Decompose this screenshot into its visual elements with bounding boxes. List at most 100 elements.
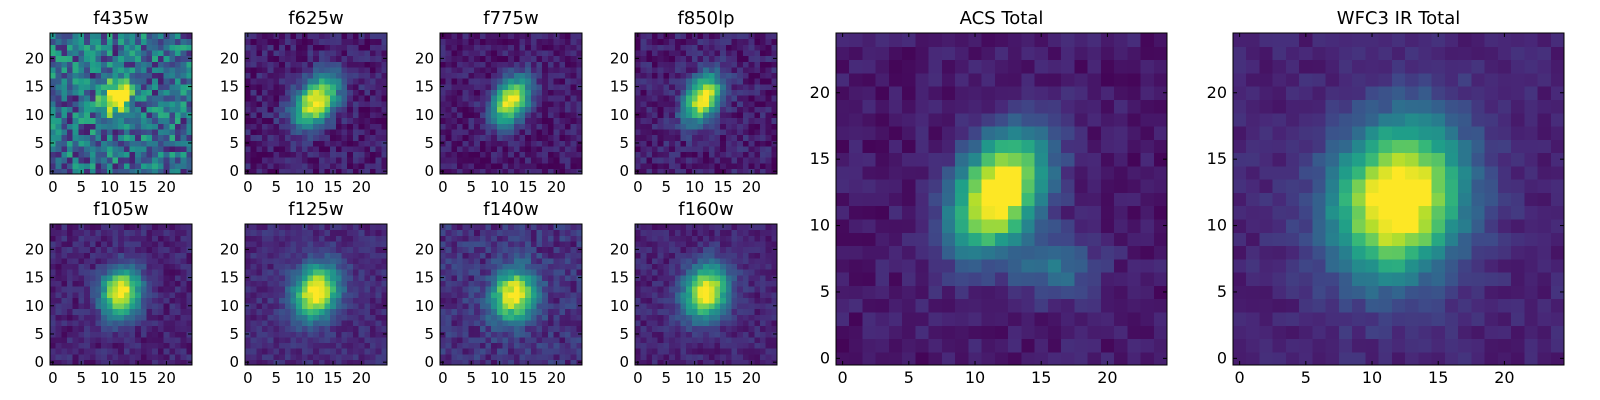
heatmap-cell <box>576 49 583 57</box>
heatmap-cell <box>759 134 767 141</box>
heatmap-cell <box>570 157 577 164</box>
heatmap-cell <box>697 111 704 119</box>
heatmap-cell <box>708 55 716 62</box>
heatmap-cell <box>318 106 326 113</box>
heatmap-cell <box>186 128 193 136</box>
heatmap-cell <box>95 257 102 265</box>
heatmap-cell <box>468 252 475 259</box>
heatmap-cell <box>708 72 716 79</box>
heatmap-cell <box>129 325 136 332</box>
heatmap-cell <box>84 72 91 79</box>
heatmap-cell <box>725 314 733 321</box>
heatmap-cell <box>186 224 193 231</box>
heatmap-cell <box>451 229 458 236</box>
heatmap-cell <box>502 117 509 124</box>
heatmap-cell <box>369 38 377 45</box>
heatmap-cell <box>731 106 738 113</box>
heatmap-cell <box>646 151 653 158</box>
heatmap-cell <box>174 246 182 253</box>
heatmap-cell <box>250 66 257 74</box>
heatmap-cell <box>123 308 131 315</box>
heatmap-cell <box>358 72 365 79</box>
heatmap-cell <box>186 314 193 321</box>
heatmap-cell <box>152 252 159 259</box>
heatmap-cell <box>55 229 62 236</box>
heatmap-cell <box>129 33 136 40</box>
heatmap-cell <box>451 44 458 51</box>
heatmap-cell <box>462 100 469 107</box>
heatmap-cell <box>61 257 68 265</box>
heatmap-cell <box>301 157 309 164</box>
heatmap-cell <box>496 72 504 79</box>
heatmap-cell <box>163 162 170 169</box>
heatmap-cell <box>691 140 699 147</box>
heatmap-cell <box>440 66 447 74</box>
heatmap-cell <box>50 89 57 96</box>
heatmap-cell <box>250 55 257 62</box>
heatmap-cell <box>330 308 337 315</box>
heatmap-cell <box>284 123 292 130</box>
heatmap-cell <box>652 162 659 169</box>
heatmap-cell <box>330 297 337 304</box>
heatmap-cell <box>123 240 131 248</box>
heatmap-cell <box>318 162 326 169</box>
heatmap-cell <box>250 162 257 169</box>
heatmap-cell <box>381 157 388 164</box>
heatmap-cell <box>640 134 647 141</box>
heatmap-cell <box>530 38 538 45</box>
heatmap-cell <box>95 359 102 366</box>
heatmap-cell <box>284 128 292 136</box>
heatmap-cell <box>725 140 733 147</box>
heatmap-cell <box>714 134 721 141</box>
heatmap-cell <box>250 331 257 338</box>
heatmap-cell <box>525 95 532 102</box>
heatmap-cell <box>72 89 79 96</box>
heatmap-cell <box>451 151 458 158</box>
heatmap-cell <box>468 331 475 338</box>
heatmap-cell <box>157 252 165 259</box>
heatmap-cell <box>89 61 97 68</box>
heatmap-cell <box>508 162 515 169</box>
heatmap-cell <box>290 134 297 141</box>
heatmap-cell <box>313 66 320 74</box>
heatmap-cell <box>347 66 354 74</box>
heatmap-cell <box>123 123 131 130</box>
heatmap-cell <box>570 224 577 231</box>
heatmap-cell <box>364 263 371 270</box>
heatmap-cell <box>364 140 371 147</box>
heatmap-cell <box>296 61 303 68</box>
heatmap-cell <box>697 123 704 130</box>
heatmap-cell <box>720 117 727 124</box>
heatmap-cell <box>680 302 687 310</box>
heatmap-cell <box>174 111 182 119</box>
heatmap-cell <box>284 38 292 45</box>
heatmap-cell <box>84 286 91 293</box>
heatmap-cell <box>163 61 170 68</box>
heatmap-cell <box>720 38 727 45</box>
heatmap-cell <box>273 353 280 360</box>
heatmap-cell <box>61 61 68 68</box>
heatmap-cell <box>708 49 716 57</box>
heatmap-cell <box>720 336 727 344</box>
heatmap-cell <box>324 95 331 102</box>
heatmap-cell <box>547 291 555 298</box>
heatmap-cell <box>496 274 504 281</box>
heatmap-cell <box>530 280 538 287</box>
heatmap-cell <box>341 128 348 136</box>
heatmap-cell <box>646 33 653 40</box>
heatmap-cell <box>462 240 469 248</box>
heatmap-cell <box>352 106 360 113</box>
heatmap-cell <box>691 331 699 338</box>
heatmap-cell <box>564 89 572 96</box>
heatmap-cell <box>318 72 326 79</box>
heatmap-cell <box>468 72 475 79</box>
heatmap-cell <box>341 359 348 366</box>
heatmap-cell <box>313 280 320 287</box>
heatmap-cell <box>652 325 659 332</box>
heatmap-cell <box>703 348 710 355</box>
heatmap-cell <box>89 100 97 107</box>
heatmap-cell <box>72 128 79 136</box>
heatmap-cell <box>748 140 755 147</box>
heatmap-cell <box>273 49 280 57</box>
heatmap-cell <box>640 308 647 315</box>
